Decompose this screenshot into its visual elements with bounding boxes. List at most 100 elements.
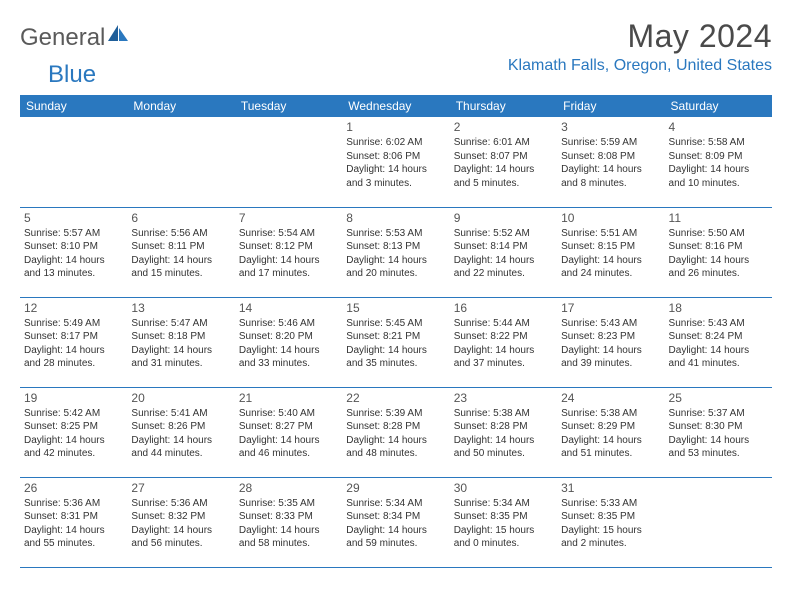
sunrise-line: Sunrise: 6:02 AM (346, 136, 445, 150)
day-info: Sunrise: 5:45 AMSunset: 8:21 PMDaylight:… (346, 317, 445, 371)
daylight-line: Daylight: 14 hours and 15 minutes. (131, 254, 230, 281)
daylight-line: Daylight: 14 hours and 56 minutes. (131, 524, 230, 551)
calendar-day-cell: 6 Sunrise: 5:56 AMSunset: 8:11 PMDaylight… (127, 207, 234, 297)
calendar-day-cell: 18Sunrise: 5:43 AMSunset: 8:24 PMDayligh… (665, 297, 772, 387)
sunset-line: Sunset: 8:35 PM (454, 510, 553, 524)
day-number: 20 (131, 391, 230, 405)
sunrise-line: Sunrise: 5:52 AM (454, 227, 553, 241)
day-number: 3 (561, 120, 660, 134)
sunrise-line: Sunrise: 5:41 AM (131, 407, 230, 421)
daylight-line: Daylight: 14 hours and 53 minutes. (669, 434, 768, 461)
day-number: 30 (454, 481, 553, 495)
sunset-line: Sunset: 8:22 PM (454, 330, 553, 344)
day-number: 9 (454, 211, 553, 225)
calendar-week-row: 5Sunrise: 5:57 AMSunset: 8:10 PMDaylight… (20, 207, 772, 297)
sunset-line: Sunset: 8:28 PM (454, 420, 553, 434)
calendar-week-row: 12Sunrise: 5:49 AMSunset: 8:17 PMDayligh… (20, 297, 772, 387)
day-info: Sunrise: 5:38 AMSunset: 8:29 PMDaylight:… (561, 407, 660, 461)
sunset-line: Sunset: 8:25 PM (24, 420, 123, 434)
day-header: Saturday (665, 95, 772, 117)
daylight-line: Daylight: 14 hours and 35 minutes. (346, 344, 445, 371)
day-info: Sunrise: 5:40 AMSunset: 8:27 PMDaylight:… (239, 407, 338, 461)
calendar-day-cell: 11Sunrise: 5:50 AMSunset: 8:16 PMDayligh… (665, 207, 772, 297)
day-number: 21 (239, 391, 338, 405)
calendar-day-cell: 28Sunrise: 5:35 AMSunset: 8:33 PMDayligh… (235, 477, 342, 567)
day-number: 22 (346, 391, 445, 405)
sunrise-line: Sunrise: 5:38 AM (454, 407, 553, 421)
sunset-line: Sunset: 8:28 PM (346, 420, 445, 434)
daylight-line: Daylight: 14 hours and 37 minutes. (454, 344, 553, 371)
daylight-line: Daylight: 14 hours and 44 minutes. (131, 434, 230, 461)
day-number: 18 (669, 301, 768, 315)
day-number: 27 (131, 481, 230, 495)
daylight-line: Daylight: 14 hours and 3 minutes. (346, 163, 445, 190)
sunset-line: Sunset: 8:30 PM (669, 420, 768, 434)
calendar-day-cell: 15 Sunrise: 5:45 AMSunset: 8:21 PMDayligh… (342, 297, 449, 387)
calendar-table: SundayMondayTuesdayWednesdayThursdayFrid… (20, 95, 772, 568)
sunrise-line: Sunrise: 5:35 AM (239, 497, 338, 511)
calendar-empty-cell (20, 117, 127, 207)
location-subtitle: Klamath Falls, Oregon, United States (508, 57, 772, 75)
day-info: Sunrise: 5:44 AMSunset: 8:22 PMDaylight:… (454, 317, 553, 371)
day-info: Sunrise: 5:33 AMSunset: 8:35 PMDaylight:… (561, 497, 660, 551)
calendar-day-cell: 25Sunrise: 5:37 AMSunset: 8:30 PMDayligh… (665, 387, 772, 477)
calendar-day-cell: 10Sunrise: 5:51 AMSunset: 8:15 PMDayligh… (557, 207, 664, 297)
sunset-line: Sunset: 8:07 PM (454, 150, 553, 164)
sunset-line: Sunset: 8:09 PM (669, 150, 768, 164)
brand-word-2: Blue (48, 61, 96, 89)
sunset-line: Sunset: 8:16 PM (669, 240, 768, 254)
day-header: Wednesday (342, 95, 449, 117)
sunset-line: Sunset: 8:21 PM (346, 330, 445, 344)
calendar-day-cell: 16 Sunrise: 5:44 AMSunset: 8:22 PMDayligh… (450, 297, 557, 387)
daylight-line: Daylight: 14 hours and 26 minutes. (669, 254, 768, 281)
day-header: Sunday (20, 95, 127, 117)
day-info: Sunrise: 5:56 AMSunset: 8:11 PMDaylight:… (131, 227, 230, 281)
day-info: Sunrise: 5:54 AMSunset: 8:12 PMDaylight:… (239, 227, 338, 281)
calendar-day-cell: 1Sunrise: 6:02 AMSunset: 8:06 PMDaylight… (342, 117, 449, 207)
day-number: 16 (454, 301, 553, 315)
day-number: 26 (24, 481, 123, 495)
day-number: 8 (346, 211, 445, 225)
day-header: Friday (557, 95, 664, 117)
calendar-body: 1Sunrise: 6:02 AMSunset: 8:06 PMDaylight… (20, 117, 772, 567)
daylight-line: Daylight: 14 hours and 10 minutes. (669, 163, 768, 190)
calendar-day-cell: 17Sunrise: 5:43 AMSunset: 8:23 PMDayligh… (557, 297, 664, 387)
calendar-week-row: 1Sunrise: 6:02 AMSunset: 8:06 PMDaylight… (20, 117, 772, 207)
calendar-day-cell: 30Sunrise: 5:34 AMSunset: 8:35 PMDayligh… (450, 477, 557, 567)
sunrise-line: Sunrise: 5:37 AM (669, 407, 768, 421)
day-info: Sunrise: 5:53 AMSunset: 8:13 PMDaylight:… (346, 227, 445, 281)
calendar-day-cell: 13Sunrise: 5:47 AMSunset: 8:18 PMDayligh… (127, 297, 234, 387)
calendar-header-row: SundayMondayTuesdayWednesdayThursdayFrid… (20, 95, 772, 117)
sunrise-line: Sunrise: 5:43 AM (669, 317, 768, 331)
sunrise-line: Sunrise: 5:42 AM (24, 407, 123, 421)
sunrise-line: Sunrise: 5:45 AM (346, 317, 445, 331)
day-number: 6 (131, 211, 230, 225)
sunrise-line: Sunrise: 5:46 AM (239, 317, 338, 331)
day-info: Sunrise: 5:42 AMSunset: 8:25 PMDaylight:… (24, 407, 123, 461)
sunset-line: Sunset: 8:33 PM (239, 510, 338, 524)
calendar-day-cell: 9 Sunrise: 5:52 AMSunset: 8:14 PMDaylight… (450, 207, 557, 297)
day-info: Sunrise: 5:37 AMSunset: 8:30 PMDaylight:… (669, 407, 768, 461)
day-info: Sunrise: 5:49 AMSunset: 8:17 PMDaylight:… (24, 317, 123, 371)
calendar-day-cell: 21 Sunrise: 5:40 AMSunset: 8:27 PMDayligh… (235, 387, 342, 477)
sunset-line: Sunset: 8:27 PM (239, 420, 338, 434)
calendar-day-cell: 31Sunrise: 5:33 AMSunset: 8:35 PMDayligh… (557, 477, 664, 567)
sunrise-line: Sunrise: 5:57 AM (24, 227, 123, 241)
day-number: 15 (346, 301, 445, 315)
calendar-day-cell: 20Sunrise: 5:41 AMSunset: 8:26 PMDayligh… (127, 387, 234, 477)
daylight-line: Daylight: 14 hours and 22 minutes. (454, 254, 553, 281)
calendar-empty-cell (235, 117, 342, 207)
sunrise-line: Sunrise: 5:33 AM (561, 497, 660, 511)
sunrise-line: Sunrise: 5:54 AM (239, 227, 338, 241)
daylight-line: Daylight: 14 hours and 42 minutes. (24, 434, 123, 461)
day-info: Sunrise: 5:34 AMSunset: 8:34 PMDaylight:… (346, 497, 445, 551)
daylight-line: Daylight: 14 hours and 20 minutes. (346, 254, 445, 281)
calendar-week-row: 26Sunrise: 5:36 AMSunset: 8:31 PMDayligh… (20, 477, 772, 567)
daylight-line: Daylight: 14 hours and 13 minutes. (24, 254, 123, 281)
daylight-line: Daylight: 14 hours and 8 minutes. (561, 163, 660, 190)
day-info: Sunrise: 5:52 AMSunset: 8:14 PMDaylight:… (454, 227, 553, 281)
brand-logo: General (20, 24, 129, 52)
sunset-line: Sunset: 8:10 PM (24, 240, 123, 254)
title-block: May 2024 Klamath Falls, Oregon, United S… (508, 18, 772, 75)
day-number: 2 (454, 120, 553, 134)
